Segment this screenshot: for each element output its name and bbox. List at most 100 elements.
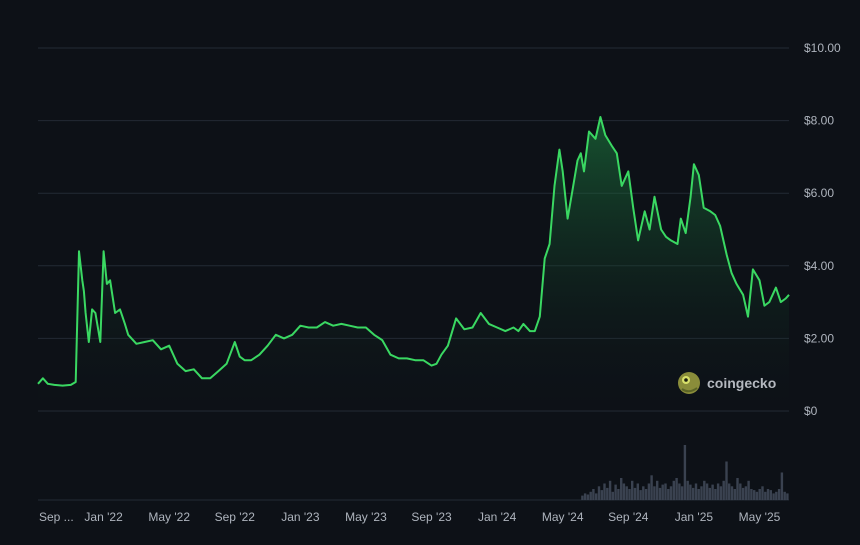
volume-bar [603,483,606,500]
volume-bar [586,494,590,500]
volume-bar [703,480,706,501]
volume-bar [611,491,614,501]
volume-bar [583,493,587,500]
volume-bar [716,483,720,500]
x-tick-label: Sep ... [39,510,74,524]
volume-bar [764,491,767,501]
volume-bar [741,487,745,500]
volume-bar [631,480,634,501]
volume-bar [606,487,609,500]
x-tick-label: May '23 [345,510,387,524]
volume-bar [783,491,786,501]
price-area-fill [38,117,789,411]
volume-bar [628,489,631,500]
volume-bar [600,490,603,500]
x-tick-label: Jan '25 [675,510,714,524]
volume-bar [730,486,734,501]
volume-bar [777,489,781,500]
volume-bar [753,490,756,500]
volume-bar [617,489,620,500]
y-tick-label: $8.00 [804,114,834,128]
volume-bar [639,490,642,500]
gridlines [38,47,789,501]
y-tick-label: $2.00 [804,331,834,345]
coingecko-watermark: coingecko [678,372,776,394]
y-tick-label: $0 [804,404,818,418]
volume-bar [694,483,698,500]
volume-bar [622,483,626,500]
watermark-text: coingecko [707,375,776,391]
volume-bar [744,486,748,501]
y-tick-label: $6.00 [804,186,834,200]
volume-bars [581,445,789,501]
volume-bar [755,491,759,501]
volume-bar [708,487,711,500]
volume-bar [667,489,670,500]
volume-bar [766,489,770,500]
volume-bar [589,491,592,501]
volume-bar [678,483,681,500]
volume-bar [656,480,659,501]
y-tick-label: $10.00 [804,41,841,55]
volume-bar [719,486,723,501]
volume-bar [722,480,725,501]
volume-bar [595,493,598,500]
volume-bar [669,486,673,501]
volume-bar [625,486,628,501]
volume-bar [758,489,761,500]
price-line [37,116,790,387]
volume-bar [680,486,684,501]
volume-bar [775,491,778,501]
volume-bar [736,478,739,500]
volume-bar [664,483,667,500]
volume-bar [700,486,703,501]
volume-bar [653,486,656,501]
gecko-logo-icon [678,372,700,394]
volume-bar [683,445,687,500]
volume-bar [697,489,700,500]
volume-bar [780,472,784,500]
volume-bar [592,489,595,500]
volume-bar [714,489,717,500]
x-tick-label: Jan '24 [478,510,517,524]
volume-bar [608,480,612,501]
volume-bar [711,484,714,500]
y-tick-label: $4.00 [804,259,834,273]
x-tick-label: May '24 [542,510,584,524]
x-tick-label: Jan '22 [84,510,123,524]
x-tick-label: Jan '23 [281,510,320,524]
x-tick-label: Sep '23 [411,510,452,524]
x-tick-label: Sep '24 [608,510,649,524]
x-axis-ticks: Sep ... Jan '22 May '22 Sep '22 Jan '23 May '… [39,510,781,524]
volume-bar [733,489,736,500]
volume-bar [705,483,709,500]
x-tick-label: May '25 [739,510,781,524]
volume-bar [642,486,645,501]
volume-bar [739,483,742,500]
volume-bar [644,489,648,500]
volume-bar [658,487,662,500]
volume-bar [747,480,750,501]
volume-bar [597,486,601,501]
volume-bar [672,480,675,501]
volume-bar [761,486,764,501]
volume-bar [692,487,695,500]
volume-bar [620,478,623,500]
volume-bar [769,490,772,500]
volume-bar [750,489,753,500]
volume-bar [661,484,664,500]
volume-bar [772,493,775,500]
volume-bar [675,478,678,500]
volume-bar [633,487,637,500]
volume-bar [614,484,617,500]
volume-bar [636,483,639,500]
y-axis-ticks: $0 $2.00 $4.00 $6.00 $8.00 $10.00 [804,41,841,418]
volume-bar [725,461,728,500]
volume-bar [728,483,731,500]
volume-bar [650,475,653,501]
volume-bar [686,480,689,501]
volume-bar [689,484,692,500]
x-tick-label: Sep '22 [215,510,256,524]
